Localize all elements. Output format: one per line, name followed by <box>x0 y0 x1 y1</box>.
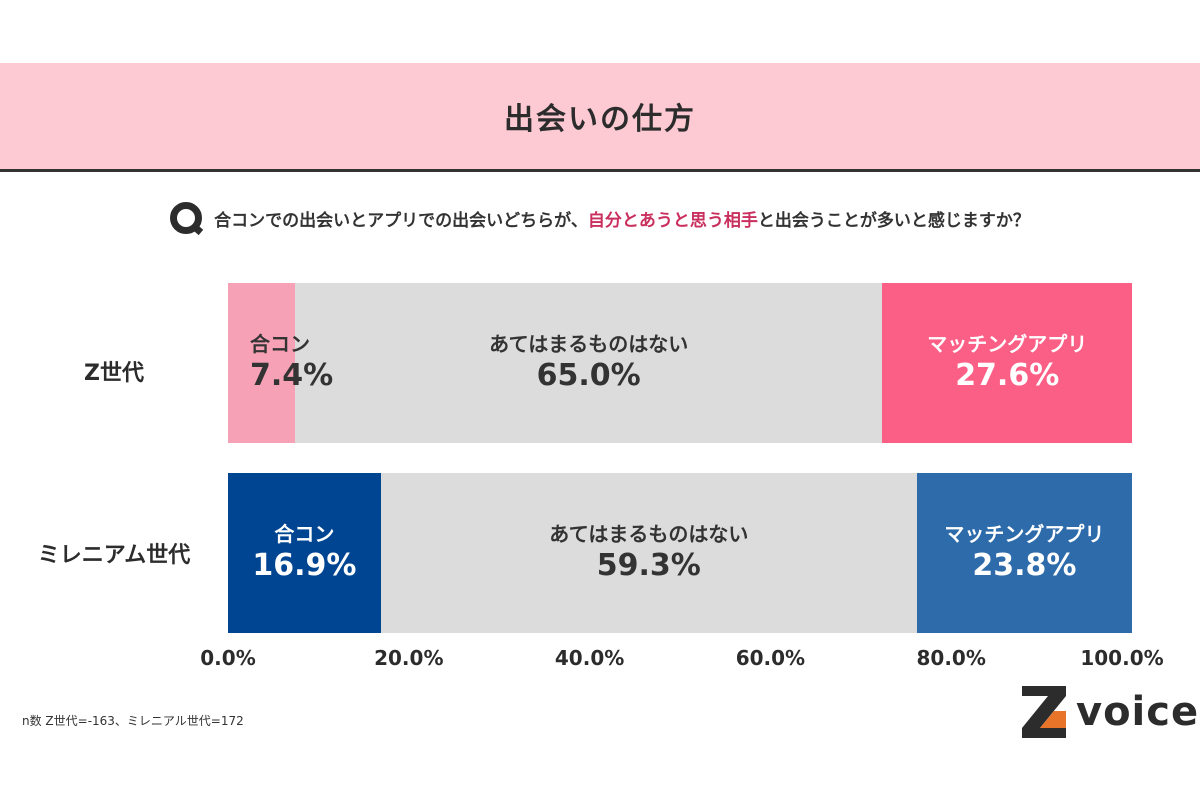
question-text-after: と出会うことが多いと感じますか？ <box>757 210 1030 231</box>
bar-segment-label: あてはまるものはない <box>549 521 749 546</box>
question-text: 合コンでの出会いとアプリでの出会いどちらが、自分とあうと思う相手と出会うことが多… <box>214 206 1030 231</box>
bar-segment-value: 7.4% <box>250 357 334 393</box>
title-banner: 出会いの仕方 <box>0 63 1200 172</box>
bar-segment-value: 27.6% <box>955 357 1060 393</box>
x-tick-label: 80.0% <box>916 646 986 670</box>
logo-text: voice <box>1076 689 1200 735</box>
question-row: 合コンでの出会いとアプリでの出会いどちらが、自分とあうと思う相手と出会うことが多… <box>0 202 1200 234</box>
bar-segment-value: 59.3% <box>596 547 701 583</box>
bar-segment-label: マッチングアプリ <box>944 521 1105 546</box>
x-tick-label: 0.0% <box>200 646 256 670</box>
z-voice-logo-icon: voice <box>1020 682 1199 742</box>
x-tick-label: 20.0% <box>374 646 444 670</box>
bar-segment-label: あてはまるものはない <box>489 331 689 356</box>
bar-segment-0-0: 合コン 7.4% <box>228 283 333 443</box>
z-logo-mark <box>1022 686 1066 738</box>
x-tick-label: 40.0% <box>554 646 625 670</box>
page-title: 出会いの仕方 <box>504 102 696 137</box>
bar-segment-1-2: マッチングアプリ 23.8% <box>916 473 1132 633</box>
bar-segment-1-1: あてはまるものはない 59.3% <box>380 473 917 633</box>
bar-segment-1-0: 合コン 16.9% <box>228 473 381 633</box>
bar-segment-0-1: あてはまるものはない 65.0% <box>294 283 883 443</box>
x-tick-label: 100.0% <box>1080 646 1164 670</box>
bar-segment-0-2: マッチングアプリ 27.6% <box>882 283 1132 443</box>
question-text-before: 合コンでの出会いとアプリでの出会いどちらが、 <box>214 210 588 231</box>
question-highlight: 自分とあうと思う相手 <box>587 210 758 231</box>
bar-segment-value: 23.8% <box>972 547 1077 583</box>
bar-segment-label: 合コン <box>274 521 335 546</box>
row-label-millennial: ミレニアム世代 <box>37 543 191 568</box>
bar-segment-label: マッチングアプリ <box>927 331 1088 356</box>
bar-segment-value: 16.9% <box>252 547 357 583</box>
x-tick-label: 60.0% <box>735 646 806 670</box>
sample-size-note: n数 Z世代=-163、ミレニアル世代=172 <box>22 714 244 728</box>
bar-segment-value: 65.0% <box>536 357 641 393</box>
bar-segment-label: 合コン <box>250 331 310 356</box>
row-label-z: Z世代 <box>84 361 144 386</box>
q-badge-icon <box>170 202 203 234</box>
